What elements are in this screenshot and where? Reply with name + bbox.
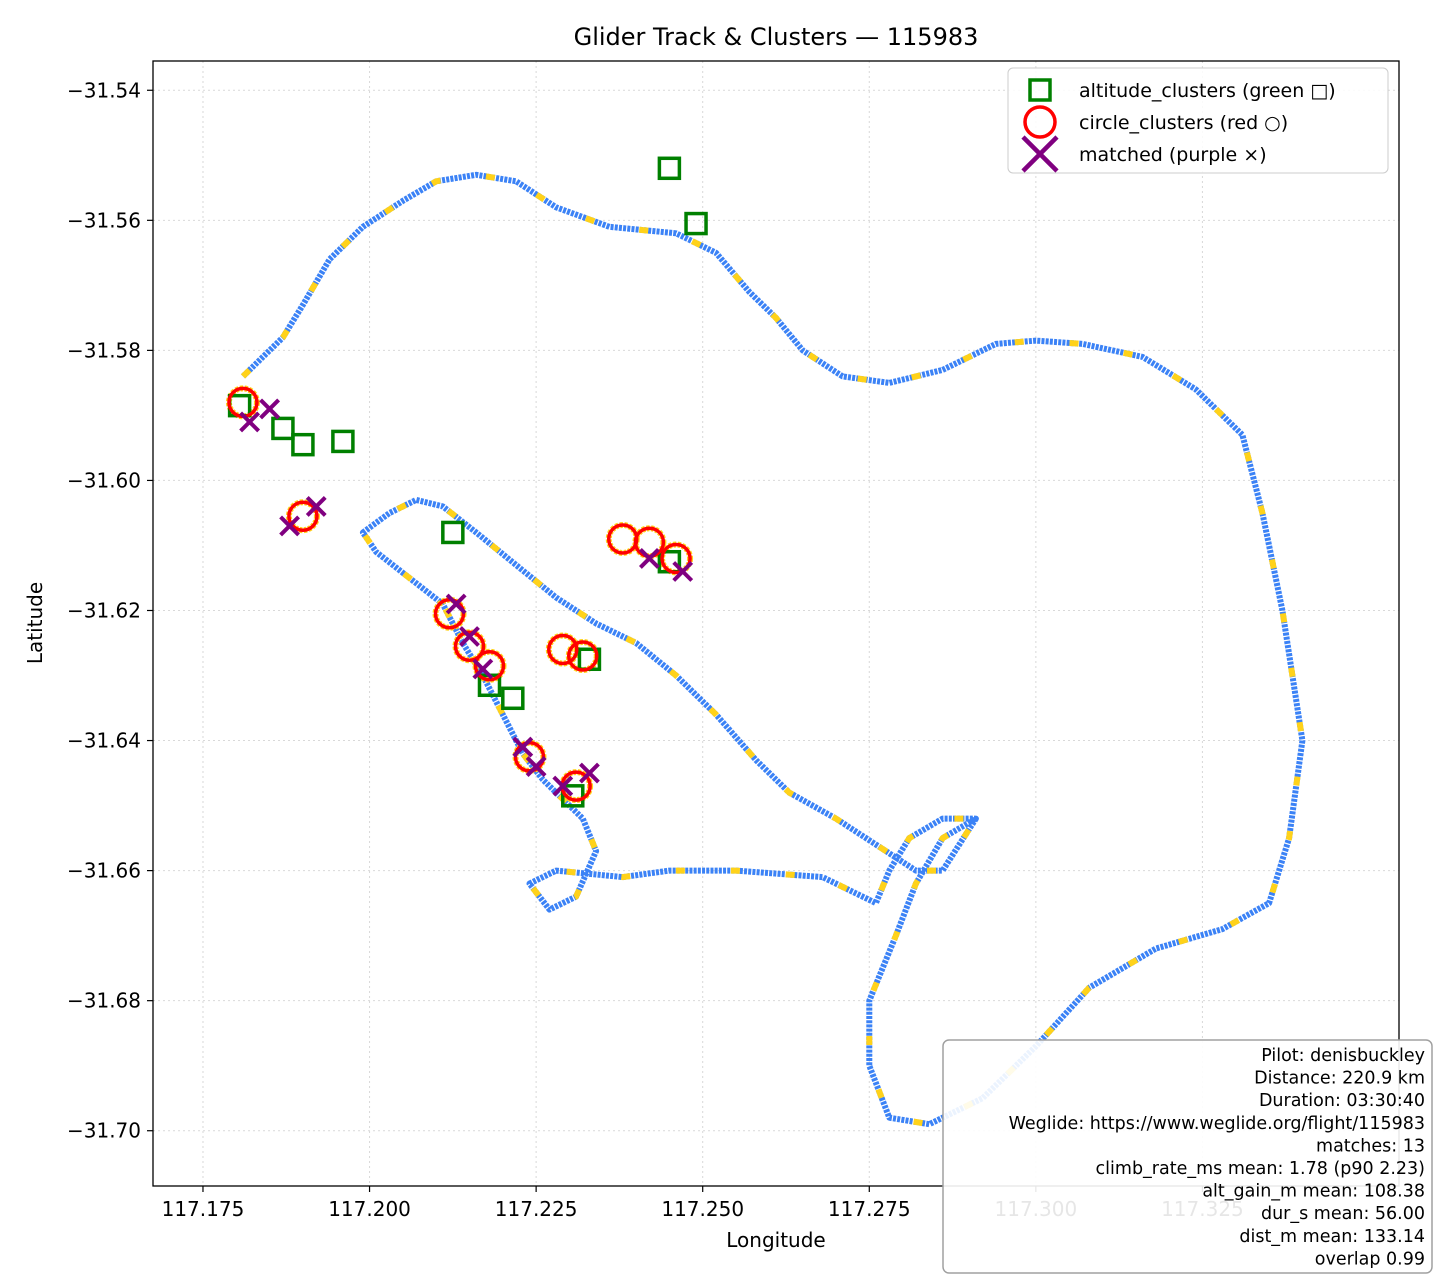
matched-marker bbox=[279, 515, 301, 537]
matched-marker bbox=[552, 775, 574, 797]
y-tick-label: −31.60 bbox=[67, 468, 141, 492]
matched-marker bbox=[259, 398, 281, 420]
altitude-cluster-marker bbox=[271, 416, 295, 441]
y-tick-label: −31.58 bbox=[67, 338, 141, 362]
circle-cluster-marker bbox=[660, 542, 692, 575]
y-tick-label: −31.68 bbox=[67, 989, 141, 1013]
x-tick-label: 117.225 bbox=[495, 1197, 578, 1221]
info-line: dist_m mean: 133.14 bbox=[1239, 1227, 1425, 1247]
matched-marker bbox=[525, 756, 547, 777]
matched-marker bbox=[579, 762, 600, 784]
info-line: alt_gain_m mean: 108.38 bbox=[1202, 1182, 1425, 1202]
y-tick-label: −31.66 bbox=[67, 859, 141, 883]
info-box-frame bbox=[942, 1039, 1433, 1274]
cluster-markers bbox=[227, 156, 708, 808]
circle-cluster-marker bbox=[453, 630, 486, 663]
matched-marker bbox=[672, 561, 694, 582]
x-tick-label: 117.275 bbox=[828, 1197, 911, 1221]
y-tick-label: −31.64 bbox=[67, 729, 141, 753]
legend-label: altitude_clusters (green □) bbox=[1079, 80, 1336, 102]
legend-frame bbox=[1007, 67, 1389, 174]
info-line: Duration: 03:30:40 bbox=[1259, 1091, 1425, 1111]
matched-marker bbox=[472, 658, 494, 680]
altitude-cluster-marker bbox=[291, 432, 315, 457]
altitude-cluster-marker bbox=[501, 686, 525, 711]
altitude-cluster-marker bbox=[684, 211, 708, 236]
matched-marker bbox=[638, 548, 660, 569]
y-tick-label: −31.70 bbox=[67, 1119, 141, 1143]
altitude-cluster-marker bbox=[561, 784, 585, 808]
x-tick-label: 117.175 bbox=[162, 1197, 245, 1221]
flight-info-box: Pilot: denisbuckley Distance: 220.9 kmDur… bbox=[942, 1039, 1433, 1274]
legend: altitude_clusters (green □) circle_cluste… bbox=[1007, 67, 1389, 174]
flight-track bbox=[225, 171, 1306, 1128]
y-tick-label: −31.54 bbox=[67, 78, 141, 102]
altitude-cluster-marker bbox=[441, 520, 465, 545]
legend-altitude-swatch bbox=[1028, 78, 1052, 102]
circle-cluster-marker bbox=[473, 650, 506, 682]
info-line: overlap 0.99 bbox=[1315, 1249, 1425, 1269]
matched-marker bbox=[459, 626, 480, 647]
info-line: matches: 13 bbox=[1316, 1136, 1425, 1156]
circle-cluster-marker bbox=[567, 640, 599, 672]
circle-cluster-marker bbox=[227, 386, 259, 419]
matched-marker bbox=[305, 496, 327, 517]
info-line: dur_s mean: 56.00 bbox=[1261, 1204, 1425, 1224]
info-line: Distance: 220.9 km bbox=[1254, 1069, 1425, 1089]
chart-title: Glider Track & Clusters — 115983 bbox=[574, 23, 979, 51]
x-tick-label: 117.250 bbox=[661, 1197, 744, 1221]
grid bbox=[153, 61, 1399, 1186]
circle-cluster-marker bbox=[606, 523, 639, 555]
altitude-cluster-marker bbox=[331, 429, 355, 454]
matched-marker bbox=[512, 736, 534, 758]
plot-frame bbox=[152, 60, 1400, 1187]
legend-label: matched (purple ×) bbox=[1079, 144, 1267, 166]
track-cruise bbox=[240, 171, 1306, 1128]
circle-cluster-marker bbox=[633, 526, 666, 558]
x-tick-label: 117.200 bbox=[328, 1197, 411, 1221]
legend-matched-swatch bbox=[1021, 135, 1059, 173]
y-axis-label: Latitude bbox=[23, 582, 47, 664]
y-tick-label: −31.56 bbox=[67, 208, 141, 232]
matched-marker bbox=[239, 411, 261, 433]
circle-cluster-marker bbox=[287, 500, 319, 532]
legend-circle-swatch bbox=[1023, 105, 1057, 139]
y-tick-label: −31.62 bbox=[67, 598, 141, 622]
altitude-cluster-marker bbox=[657, 156, 682, 181]
matched-marker bbox=[445, 593, 467, 615]
legend-label: circle_clusters (red ○) bbox=[1079, 112, 1288, 134]
x-axis-label: Longitude bbox=[726, 1228, 825, 1252]
info-line: Weglide: https://www.weglide.org/flight/… bbox=[1009, 1114, 1425, 1134]
info-line: Pilot: denisbuckley bbox=[1261, 1046, 1425, 1066]
info-line: climb_rate_ms mean: 1.78 (p90 2.23) bbox=[1096, 1159, 1425, 1179]
circle-cluster-marker bbox=[547, 633, 579, 666]
track-climb bbox=[240, 171, 1306, 1128]
